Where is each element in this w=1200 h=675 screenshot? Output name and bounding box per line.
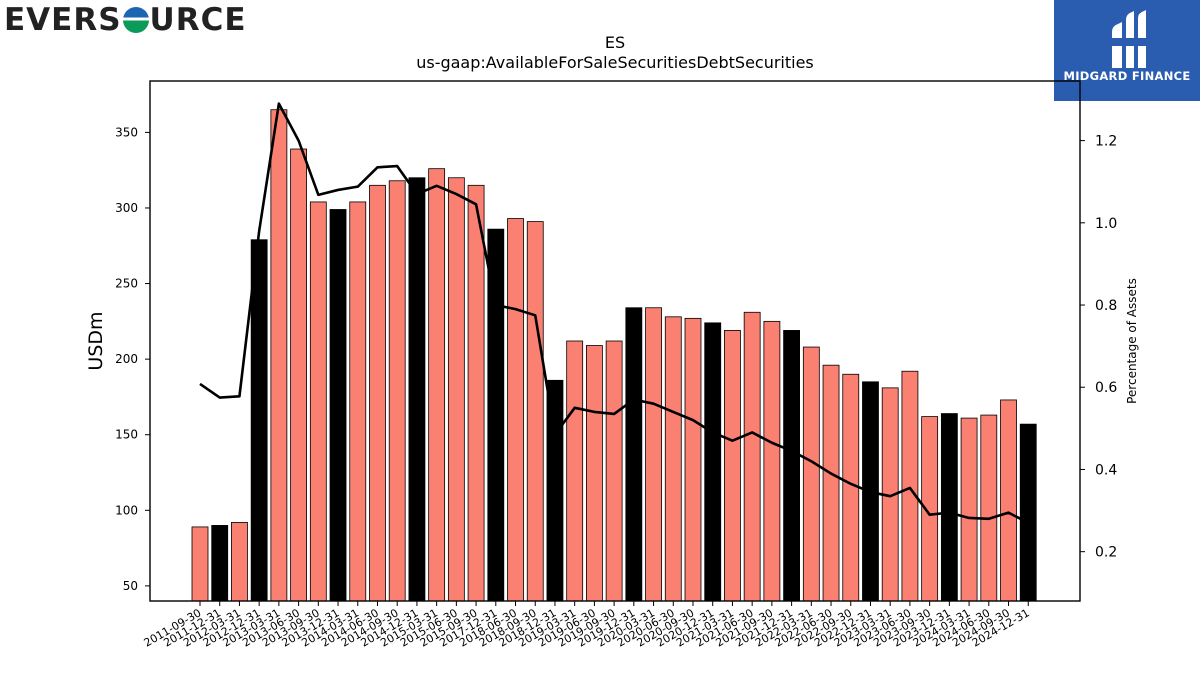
bar-series <box>191 109 1037 602</box>
bar-2013-06-30 <box>290 148 308 602</box>
eversource-logo: EVERS URCE <box>4 2 247 38</box>
logo-globe-icon <box>122 7 149 33</box>
bar-2021-12-31 <box>783 330 800 602</box>
bar-2022-06-30 <box>822 364 840 602</box>
bar-2022-09-30 <box>842 373 860 602</box>
y-tick-label: 350 <box>115 125 138 139</box>
bar-2011-09-30 <box>191 526 209 602</box>
bar-2018-06-30 <box>507 218 524 602</box>
bar-2013-09-30 <box>309 201 327 602</box>
y-axis-right: 0.2 0.4 0.6 0.8 1.0 1.2 <box>1080 134 1117 561</box>
bar-2012-12-31 <box>250 239 268 602</box>
bar-2017-12-31 <box>487 228 505 602</box>
y-tick-label: 300 <box>115 201 138 215</box>
y-tick-label: 100 <box>115 503 138 517</box>
logo-text-end: URCE <box>149 2 247 38</box>
bar-2019-06-30 <box>586 345 603 602</box>
bar-2018-09-30 <box>526 221 544 602</box>
y2-tick-label: 1.2 <box>1095 134 1117 150</box>
x-axis: 2011-09-302011-12-312012-03-312012-12-31… <box>142 601 1032 650</box>
bar-2024-09-30 <box>1000 399 1017 602</box>
percentage-of-assets-line <box>199 102 1029 525</box>
y2-tick-label: 0.6 <box>1095 380 1117 396</box>
y-tick-label: 150 <box>115 428 138 442</box>
bar-2023-06-30 <box>901 370 919 602</box>
bar-2024-12-31 <box>1019 423 1037 602</box>
y-tick-label: 250 <box>115 277 138 291</box>
bar-2013-03-31 <box>270 109 288 602</box>
midgard-mark-icon <box>1110 10 1146 68</box>
y2-tick-label: 0.4 <box>1095 462 1117 478</box>
bar-2014-06-30 <box>369 184 386 602</box>
midgard-finance-logo: MIDGARD FINANCE <box>1054 0 1200 101</box>
bar-2020-03-31 <box>645 307 662 602</box>
chart-subtitle: us-gaap:AvailableForSaleSecuritiesDebtSe… <box>416 53 814 72</box>
y-axis-label: USDm <box>85 311 107 370</box>
bar-2014-03-31 <box>349 201 367 602</box>
bar-2020-06-30 <box>664 316 682 602</box>
y-tick-label: 50 <box>123 579 138 593</box>
logo-caption: MIDGARD FINANCE <box>1063 69 1191 83</box>
bar-2015-09-30 <box>467 184 485 602</box>
bar-2014-09-30 <box>388 180 406 602</box>
bar-2020-09-30 <box>684 317 702 602</box>
bar-2019-09-30 <box>605 340 623 602</box>
bar-2018-12-31 <box>546 379 564 602</box>
bar-2024-03-31 <box>960 417 978 602</box>
logo-text-start: EVERS <box>4 2 122 38</box>
y2-tick-label: 0.8 <box>1095 298 1117 314</box>
y2-tick-label: 1.0 <box>1095 216 1117 232</box>
bar-2023-12-31 <box>940 413 958 602</box>
bar-2024-06-30 <box>980 414 998 602</box>
bar-2019-03-31 <box>566 340 584 602</box>
y-tick-label: 200 <box>115 352 138 366</box>
bar-2015-06-30 <box>447 177 465 602</box>
bar-2021-09-30 <box>763 320 781 602</box>
plot-frame <box>149 80 1081 602</box>
y-axis-left: 50 100 150 200 250 300 350 <box>115 125 150 593</box>
bar-2011-12-31 <box>211 525 229 602</box>
bar-2021-03-31 <box>724 330 741 602</box>
y2-tick-label: 0.2 <box>1095 545 1117 561</box>
bar-2022-03-31 <box>802 346 820 602</box>
bar-2021-06-30 <box>743 311 761 602</box>
bar-2015-03-31 <box>428 168 446 602</box>
chart-title: ES <box>605 33 625 52</box>
bar-2013-12-31 <box>329 209 347 602</box>
y2-axis-label: Percentage of Assets <box>1125 278 1139 404</box>
bar-2014-12-31 <box>408 177 426 602</box>
bar-2019-12-31 <box>625 307 643 602</box>
bar-2020-12-31 <box>704 322 722 602</box>
bar-2012-03-31 <box>231 521 248 602</box>
